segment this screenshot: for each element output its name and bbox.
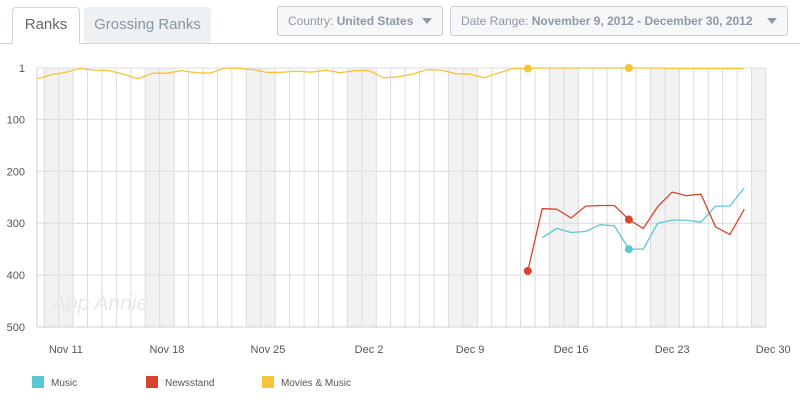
- legend-swatch-movies-music: [262, 376, 274, 388]
- x-tick-label: Nov 18: [149, 344, 184, 356]
- weekend-band: [751, 68, 766, 327]
- series-line-newsstand: [527, 191, 745, 272]
- x-tick-label: Dec 2: [355, 344, 384, 356]
- y-axis-ticks: 1 100 200 300 400 500: [7, 63, 25, 334]
- y-tick-label: 100: [7, 114, 25, 126]
- country-label: Country:: [288, 14, 334, 28]
- date-range-select[interactable]: Date Range: November 9, 2012 - December …: [450, 6, 788, 36]
- tab-ranks[interactable]: Ranks: [12, 7, 80, 44]
- country-value: United States: [336, 14, 414, 28]
- country-select[interactable]: Country: United States: [277, 6, 443, 36]
- x-tick-label: Dec 23: [655, 344, 690, 356]
- date-range-value: November 9, 2012 - December 30, 2012: [531, 14, 753, 28]
- tab-divider: [0, 43, 800, 44]
- series-marker-movies-music: [523, 64, 532, 73]
- series-marker-newsstand: [523, 266, 532, 275]
- series-marker-movies-music: [624, 64, 633, 72]
- series-line-music: [541, 187, 745, 250]
- legend-label-newsstand: Newsstand: [165, 378, 215, 389]
- x-tick-label: Dec 16: [554, 344, 589, 356]
- series-lines: [36, 64, 745, 275]
- y-tick-label: 500: [7, 322, 25, 334]
- chevron-down-icon: [422, 18, 432, 24]
- x-tick-label: Nov 11: [49, 344, 83, 356]
- legend-label-movies-music: Movies & Music: [281, 378, 352, 389]
- x-tick-label: Nov 25: [251, 344, 286, 356]
- x-tick-label: Dec 9: [456, 344, 485, 356]
- chevron-down-icon: [767, 18, 777, 24]
- vertical-gridlines: [43, 68, 767, 327]
- legend-swatch-newsstand: [146, 376, 158, 388]
- legend-swatch-music: [32, 376, 44, 388]
- y-tick-label: 200: [7, 166, 25, 178]
- top-bar: Ranks Grossing Ranks Country: United Sta…: [0, 0, 800, 44]
- tab-grossing-ranks[interactable]: Grossing Ranks: [84, 7, 211, 44]
- series-marker-music: [624, 245, 633, 254]
- y-tick-label: 400: [7, 270, 25, 282]
- x-tick-label: Dec 30: [756, 344, 791, 356]
- legend-label-music: Music: [51, 378, 78, 389]
- series-marker-newsstand: [624, 215, 633, 224]
- x-axis-ticks: Nov 11 Nov 18 Nov 25 Dec 2 Dec 9 Dec 16 Dec 23…: [49, 344, 791, 356]
- date-range-label: Date Range:: [461, 14, 529, 28]
- horizontal-gridlines: [36, 67, 766, 328]
- watermark: App Annie: [50, 292, 148, 315]
- y-tick-label: 1: [19, 63, 25, 75]
- y-tick-label: 300: [7, 218, 25, 230]
